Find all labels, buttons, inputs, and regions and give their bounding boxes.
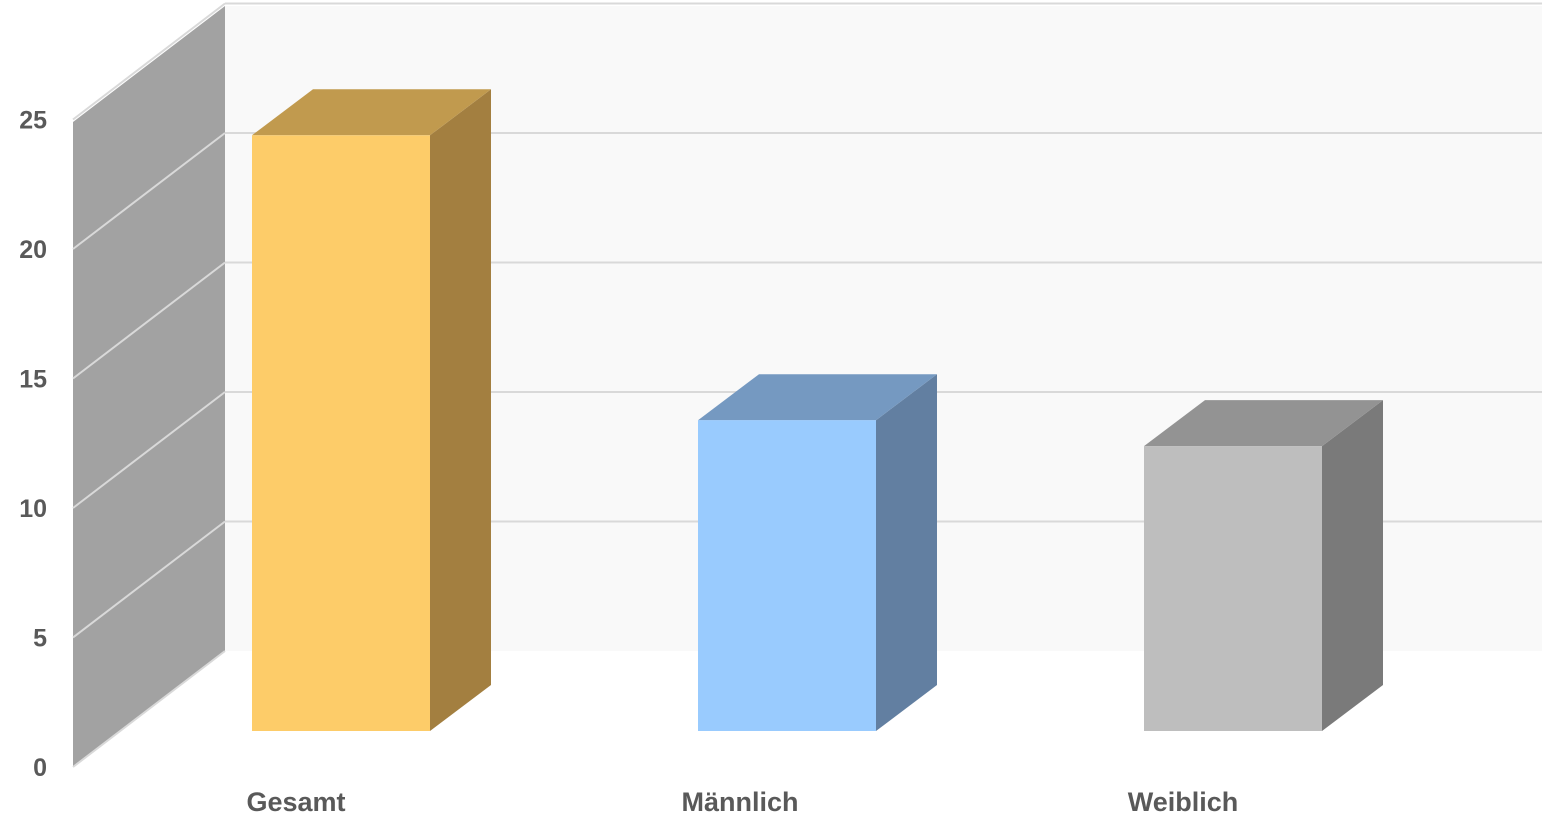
gridline-side-15 — [72, 261, 226, 380]
bar-front-Männlich — [698, 420, 876, 731]
gridline-side-10 — [72, 391, 226, 509]
bar-Gesamt — [252, 89, 491, 732]
bars — [252, 89, 1383, 732]
x-category-label-Weiblich: Weiblich — [1128, 787, 1239, 814]
bar-top-Weiblich — [1144, 400, 1383, 447]
bar-Weiblich — [1144, 400, 1383, 731]
y-tick-label-5: 5 — [33, 625, 47, 653]
x-axis-labels: Gesamt Männlich Weiblich — [246, 787, 1238, 814]
y-tick-label-15: 15 — [19, 366, 47, 394]
bar-Männlich — [698, 374, 937, 731]
side-wall — [73, 6, 225, 767]
y-tick-label-10: 10 — [19, 495, 47, 523]
bar-side-Männlich — [876, 374, 937, 731]
y-tick-label-0: 0 — [33, 754, 47, 782]
bar-side-Weiblich — [1322, 400, 1383, 731]
bar-front-Gesamt — [252, 135, 430, 732]
bar-front-Weiblich — [1144, 446, 1322, 731]
gridline-side-0 — [72, 650, 226, 768]
y-tick-label-25: 25 — [19, 107, 47, 135]
bar-side-Gesamt — [430, 89, 491, 732]
x-category-label-Männlich: Männlich — [681, 787, 798, 814]
y-axis-ticks: 0 5 10 15 20 25 — [19, 107, 47, 783]
gridline-side-5 — [72, 520, 226, 639]
bar-top-Gesamt — [252, 89, 491, 136]
bar-top-Männlich — [698, 374, 937, 421]
gridline-side-20 — [72, 132, 226, 250]
gridline-side-25 — [72, 2, 226, 121]
x-category-label-Gesamt: Gesamt — [246, 787, 345, 814]
y-tick-label-20: 20 — [19, 236, 47, 264]
